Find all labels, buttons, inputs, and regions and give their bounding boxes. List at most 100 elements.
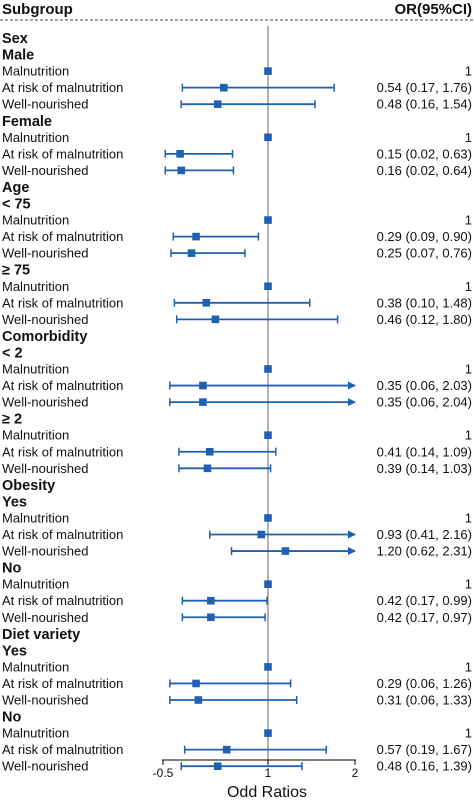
or-point: [264, 514, 272, 522]
header-subgroup: Subgroup: [2, 1, 73, 18]
or-point: [220, 83, 228, 92]
row-label: At risk of malnutrition: [2, 676, 123, 691]
x-tick-label: -0.5: [153, 766, 174, 780]
or-ci-text: 1: [465, 130, 472, 145]
x-tick-label: 2: [352, 766, 359, 780]
subgroup-label: < 75: [2, 197, 31, 213]
or-ci-text: 0.16 (0.02, 0.64): [377, 163, 472, 178]
subgroup-label: No: [2, 710, 21, 726]
or-point: [264, 663, 272, 671]
or-ci-text: 1: [465, 510, 472, 525]
or-point: [264, 282, 272, 291]
row-label: Malnutrition: [2, 279, 69, 294]
row-label: At risk of malnutrition: [2, 146, 123, 161]
or-point: [264, 431, 272, 439]
or-ci-text: 1: [465, 362, 472, 377]
row-label: At risk of malnutrition: [2, 80, 123, 95]
or-point: [205, 447, 214, 456]
or-point: [211, 315, 220, 324]
or-ci-text: 0.48 (0.16, 1.39): [377, 759, 472, 774]
or-point: [264, 365, 272, 373]
subgroup-label: Yes: [2, 643, 27, 659]
or-point: [187, 249, 196, 257]
or-ci-text: 0.46 (0.12, 1.80): [377, 312, 472, 327]
row-label: Malnutrition: [2, 64, 69, 79]
or-point: [264, 216, 272, 224]
row-label: Well-nourished: [2, 610, 88, 625]
row-label: At risk of malnutrition: [2, 742, 123, 757]
row-label: At risk of malnutrition: [2, 378, 123, 393]
x-axis-ticks: -0.5 1 2: [153, 760, 359, 780]
or-point: [207, 613, 215, 622]
or-ci-text: 0.38 (0.10, 1.48): [377, 295, 472, 310]
or-ci-text: 0.54 (0.17, 1.76): [377, 80, 472, 95]
or-ci-text: 0.41 (0.14, 1.09): [377, 444, 472, 459]
or-point: [213, 762, 222, 770]
row-label: Well-nourished: [2, 395, 88, 410]
or-ci-text: 0.42 (0.17, 0.99): [377, 593, 472, 608]
group-label: Comorbidity: [2, 329, 87, 345]
row-label: Well-nourished: [2, 163, 88, 178]
or-point: [257, 530, 266, 539]
x-tick-label: 1: [265, 766, 272, 780]
or-point: [203, 464, 212, 473]
or-ci-text: 0.35 (0.06, 2.03): [377, 378, 472, 393]
or-ci-text: 0.93 (0.41, 2.16): [377, 527, 472, 542]
or-point: [264, 67, 272, 75]
row-label: Well-nourished: [2, 759, 88, 774]
subgroup-label: No: [2, 561, 21, 577]
row-label: At risk of malnutrition: [2, 295, 123, 310]
row-label: Malnutrition: [2, 362, 69, 377]
or-point: [207, 596, 215, 605]
or-ci-text: 0.25 (0.07, 0.76): [377, 246, 472, 261]
subgroup-label: Male: [2, 48, 34, 64]
row-label: Malnutrition: [2, 130, 69, 145]
or-ci-text: 1: [465, 726, 472, 741]
or-point: [264, 133, 272, 142]
or-point: [222, 745, 231, 754]
group-label: Sex: [2, 31, 28, 47]
or-ci-text: 1: [465, 213, 472, 228]
or-ci-text: 1: [465, 577, 472, 592]
or-ci-text: 1: [465, 428, 472, 443]
row-label: Well-nourished: [2, 461, 88, 476]
group-label: Age: [2, 180, 29, 196]
subgroup-label: Female: [2, 114, 52, 130]
row-label: Malnutrition: [2, 510, 69, 525]
or-point: [202, 299, 211, 307]
or-ci-text: 0.35 (0.06, 2.04): [377, 395, 472, 410]
row-label: Malnutrition: [2, 577, 69, 592]
or-ci-text: 0.39 (0.14, 1.03): [377, 461, 472, 476]
subgroup-label: ≥ 75: [2, 263, 30, 279]
row-label: At risk of malnutrition: [2, 444, 123, 459]
or-point: [192, 232, 200, 241]
row-label: Well-nourished: [2, 544, 88, 559]
row-label: Well-nourished: [2, 312, 88, 327]
or-ci-text: 0.42 (0.17, 0.97): [377, 610, 472, 625]
row-label: At risk of malnutrition: [2, 527, 123, 542]
or-point: [176, 150, 184, 158]
or-ci-text: 1: [465, 279, 472, 294]
or-ci-text: 1.20 (0.62, 2.31): [377, 544, 472, 559]
row-label: Malnutrition: [2, 213, 69, 228]
group-label: Diet variety: [2, 627, 80, 643]
or-point: [264, 580, 272, 588]
or-ci-text: 0.29 (0.06, 1.26): [377, 676, 472, 691]
or-ci-text: 0.15 (0.02, 0.63): [377, 146, 472, 161]
or-point: [281, 547, 290, 555]
row-label: At risk of malnutrition: [2, 593, 123, 608]
row-label: Malnutrition: [2, 726, 69, 741]
x-axis-label: Odd Ratios: [227, 784, 307, 801]
or-ci-text: 0.29 (0.09, 0.90): [377, 229, 472, 244]
row-label: At risk of malnutrition: [2, 229, 123, 244]
or-point: [264, 729, 272, 737]
or-ci-text: 0.31 (0.06, 1.33): [377, 693, 472, 708]
or-ci-text: 0.48 (0.16, 1.54): [377, 97, 472, 112]
subgroup-label: ≥ 2: [2, 412, 22, 428]
or-ci-text: 1: [465, 659, 472, 674]
group-label: Obesity: [2, 478, 55, 494]
or-ci-text: 0.57 (0.19, 1.67): [377, 742, 472, 757]
or-ci-text: 1: [465, 64, 472, 79]
